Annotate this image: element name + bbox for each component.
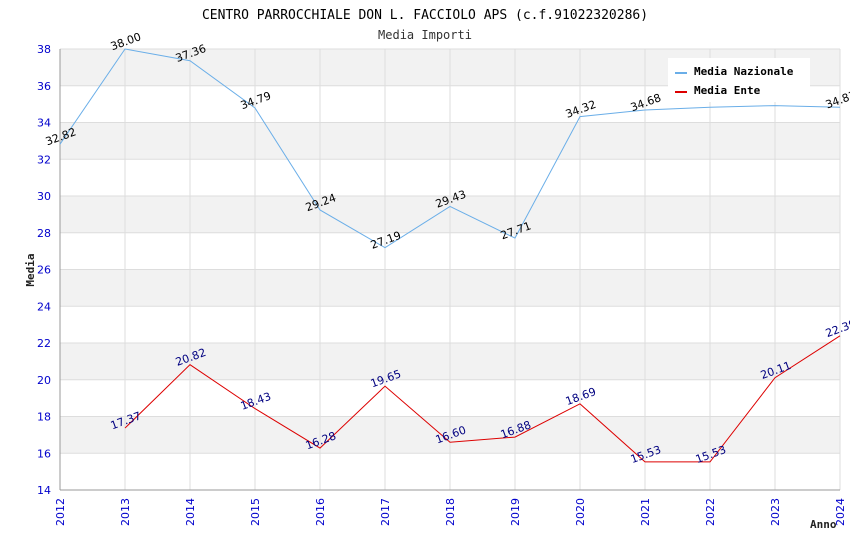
y-tick-label: 38: [37, 43, 51, 56]
y-tick-label: 22: [37, 337, 51, 350]
x-axis-title: Anno: [810, 518, 837, 531]
x-tick-label: 2024: [834, 498, 847, 526]
chart-subtitle: Media Importi: [378, 28, 472, 42]
x-tick-label: 2018: [444, 498, 457, 526]
x-tick-label: 2022: [704, 498, 717, 526]
y-tick-label: 32: [37, 153, 51, 166]
y-axis-title: Media: [24, 253, 37, 286]
y-tick-label: 18: [37, 411, 51, 424]
y-tick-label: 24: [37, 300, 51, 313]
chart-title: CENTRO PARROCCHIALE DON L. FACCIOLO APS …: [202, 8, 648, 23]
x-tick-label: 2013: [119, 498, 132, 526]
gridlines: [59, 48, 841, 491]
x-tick-label: 2015: [249, 498, 262, 526]
y-tick-label: 36: [37, 80, 51, 93]
series-line-media-ente: [124, 335, 841, 463]
x-tick-label: 2016: [314, 498, 327, 526]
x-tick-label: 2014: [184, 498, 197, 526]
x-tick-label: 2017: [379, 498, 392, 526]
y-tick-label: 30: [37, 190, 51, 203]
legend-box: [668, 58, 810, 102]
x-tick-label: 2020: [574, 498, 587, 526]
legend: Media Nazionale Media Ente: [668, 58, 810, 102]
x-tick-label: 2023: [769, 498, 782, 526]
legend-label-media-ente: Media Ente: [694, 84, 761, 97]
y-tick-label: 14: [37, 484, 51, 497]
legend-label-media-nazionale: Media Nazionale: [694, 65, 794, 78]
series-layer: [59, 48, 841, 463]
y-tick-label: 34: [37, 117, 51, 130]
x-tick-label: 2021: [639, 498, 652, 526]
y-tick-label: 16: [37, 447, 51, 460]
y-tick-label: 20: [37, 374, 51, 387]
x-tick-label: 2012: [54, 498, 67, 526]
series-line-media-nazionale: [59, 48, 841, 249]
y-tick-label: 28: [37, 227, 51, 240]
y-tick-label: 26: [37, 264, 51, 277]
x-tick-label: 2019: [509, 498, 522, 526]
